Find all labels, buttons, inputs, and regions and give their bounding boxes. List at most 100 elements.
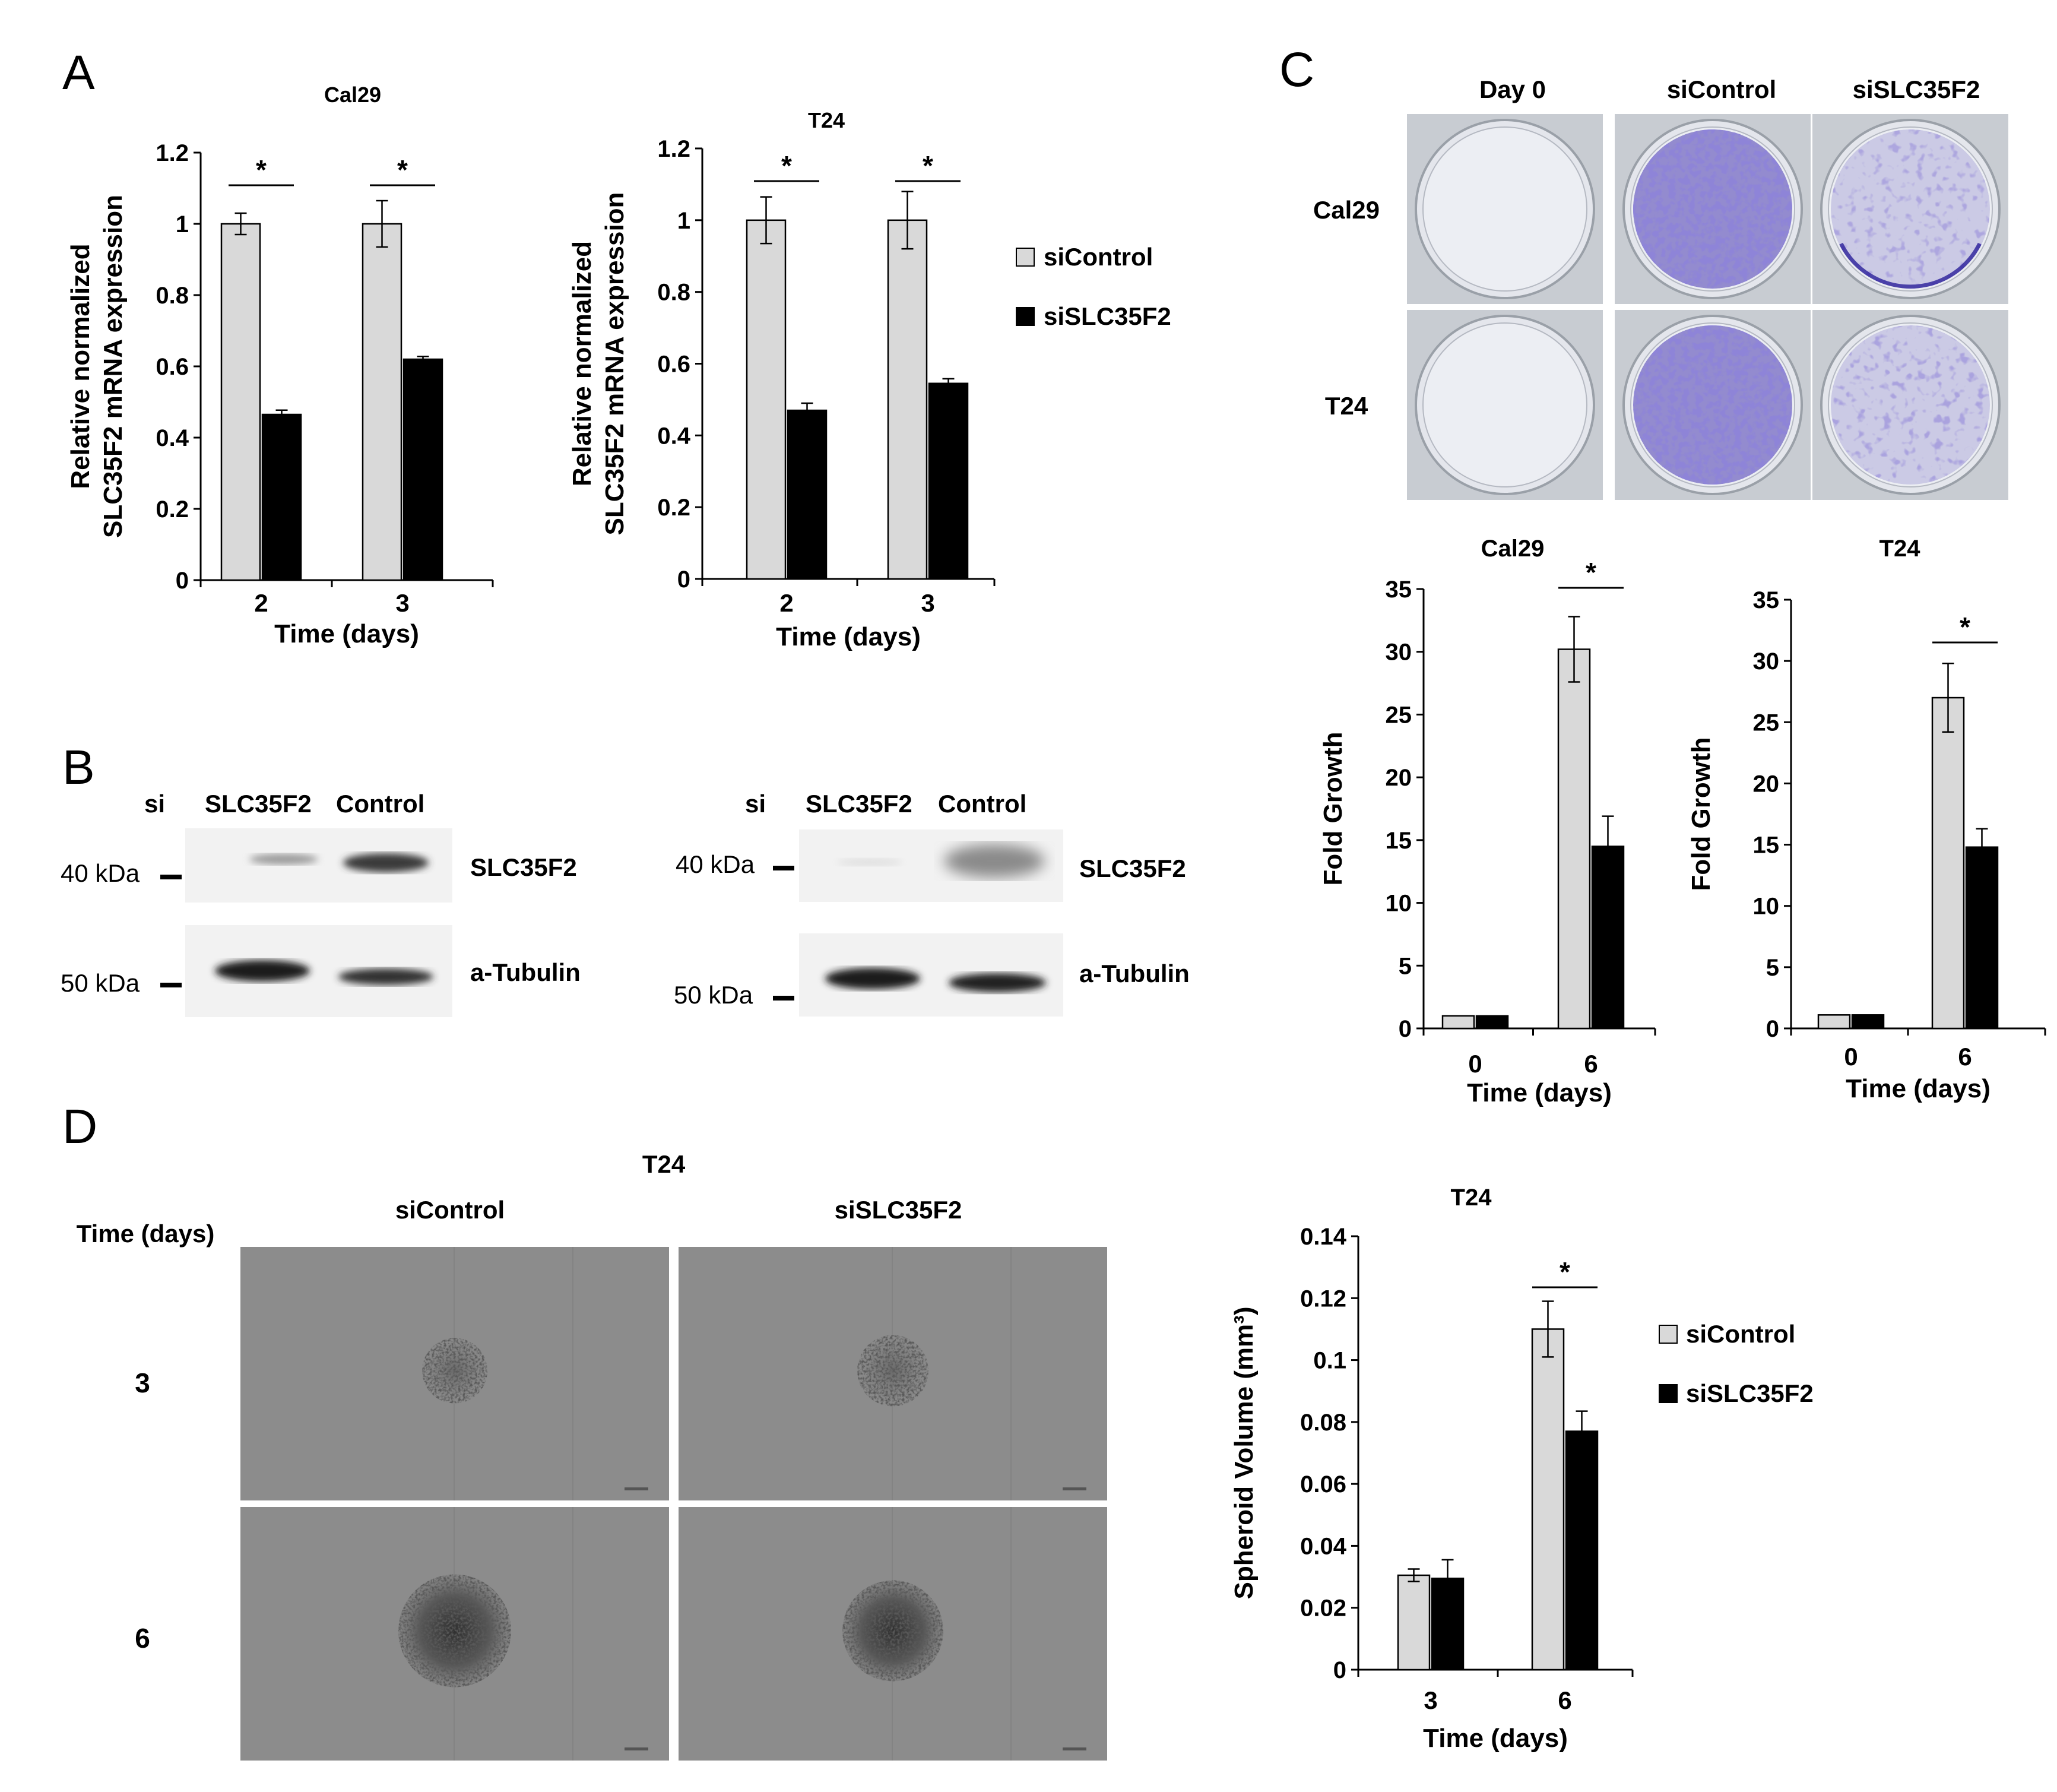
bar-sicontrol (746, 219, 787, 580)
x-tick-label: 6 (1958, 1043, 1972, 1071)
y-tick-label: 0.8 (657, 280, 690, 306)
blot-left-marker1: 40 kDa (61, 859, 140, 887)
colony-assay: Day 0 siControl siSLC35F2 Cal29 T24 (1313, 75, 2008, 500)
significance-star: * (1960, 612, 1970, 642)
y-tick-label: 10 (1753, 894, 1780, 920)
dish-tile-r2-c1 (1407, 310, 1603, 500)
colony-col-header-day0: Day 0 (1479, 75, 1546, 103)
dish-tile-r1-c1 (1407, 114, 1603, 304)
y-tick-label: 0.14 (1300, 1224, 1347, 1250)
spheroid-tile-1 (240, 1247, 669, 1500)
significance-star: * (781, 150, 792, 181)
x-axis-label: Time (days) (274, 619, 419, 648)
chart-title: T24 (808, 108, 845, 132)
scale-bar (625, 1747, 648, 1750)
legend-a-swatch-knockdown (1016, 307, 1035, 326)
bar-sislc35f2 (928, 382, 969, 580)
legend-a-label-control: siControl (1044, 243, 1153, 271)
y-tick-label: 15 (1753, 832, 1780, 859)
x-tick-label: 2 (779, 589, 793, 617)
blot-right-marker1: 40 kDa (676, 850, 755, 878)
y-tick-label: 0.2 (156, 496, 189, 523)
x-axis-label: Time (days) (776, 622, 921, 651)
bar-sislc35f2 (261, 413, 302, 581)
bar-sicontrol (887, 219, 928, 580)
x-axis-label: Time (days) (1423, 1724, 1568, 1753)
bar-sislc35f2 (787, 409, 828, 580)
y-tick-label: 35 (1386, 577, 1412, 603)
y-tick-label: 0.6 (657, 352, 690, 378)
y-axis-label: Fold Growth (1318, 732, 1348, 885)
y-tick-label: 0.1 (1313, 1348, 1346, 1374)
x-axis-label: Time (days) (1467, 1078, 1612, 1107)
significance-star: * (923, 150, 933, 181)
legend-a-label-knockdown: siSLC35F2 (1044, 302, 1171, 330)
y-tick-label: 10 (1386, 891, 1412, 917)
spheroid-grid (240, 1247, 1107, 1761)
y-tick-label: 0 (1333, 1657, 1346, 1683)
legend-d-label-knockdown: siSLC35F2 (1686, 1379, 1814, 1407)
y-axis-label: Fold Growth (1687, 737, 1716, 891)
x-tick-label: 3 (395, 589, 409, 617)
spheroid-tile-4 (679, 1507, 1107, 1761)
blot-right-si-label: si (745, 790, 766, 818)
x-tick-label: 6 (1584, 1050, 1598, 1078)
significance-star: * (1560, 1256, 1570, 1287)
dish-well (1422, 322, 1587, 487)
blot-left-band1-label: SLC35F2 (470, 853, 577, 881)
y-tick-label: 30 (1386, 639, 1412, 666)
legend-d-swatch-knockdown (1659, 1384, 1678, 1403)
scale-bar (625, 1487, 648, 1490)
blot-right-lane2-label: Control (938, 790, 1026, 818)
legend-d-label-control: siControl (1686, 1320, 1795, 1348)
stain-texture (1633, 325, 1792, 485)
y-tick-label: 20 (1753, 771, 1780, 797)
blot-left-marker1-tick (160, 875, 182, 879)
blot-left-band2-label: a-Tubulin (470, 958, 581, 986)
bar-sicontrol (1817, 1014, 1851, 1030)
blot-right-marker2: 50 kDa (674, 981, 753, 1009)
blot-right-tubulin-ctrl (949, 973, 1046, 992)
y-tick-label: 1.2 (657, 136, 690, 162)
stain-texture (1831, 325, 1990, 485)
panel-letter-b: B (62, 740, 95, 794)
significance-star: * (397, 154, 408, 185)
panel-letter-a: A (62, 46, 95, 100)
y-tick-label: 0 (176, 568, 189, 594)
spheroid-tile-2 (679, 1247, 1107, 1500)
y-tick-label: 35 (1753, 587, 1780, 613)
western-blot-left: si SLC35F2 Control 40 kDa 50 kDa SLC35F2… (61, 790, 581, 1017)
stain-texture (1633, 129, 1792, 289)
blot-left-lane1-label: SLC35F2 (205, 790, 312, 818)
blot-right-marker2-tick (773, 996, 794, 1001)
spheroid-row-header: Time (days) (77, 1220, 215, 1248)
y-tick-label: 0.2 (657, 495, 690, 521)
blot-right-band-kd (837, 859, 902, 866)
y-tick-label: 1 (176, 211, 189, 238)
spheroid-row-label-3: 3 (135, 1367, 150, 1398)
dish-tile-r2-c2 (1615, 310, 1811, 500)
crystal-violet-stain (1831, 129, 1990, 289)
colony-col-header-sislc35f2: siSLC35F2 (1853, 75, 1980, 103)
bar-sicontrol (1931, 696, 1965, 1030)
bar-sislc35f2 (1565, 1430, 1599, 1671)
spheroid-texture (842, 1580, 943, 1682)
colony-dish-grid (1407, 114, 2008, 500)
significance-star: * (256, 154, 267, 185)
chart-d-t24: T24 0 0.02 0.04 0.06 0.08 0.1 0.12 0.14 3 6 Time (d… (1229, 1185, 1634, 1753)
legend-a: siControl siSLC35F2 (1016, 243, 1171, 330)
y-tick-label: 0.8 (156, 283, 189, 309)
colony-row-label-cal29: Cal29 (1313, 196, 1380, 224)
blot-left-marker2-tick (160, 983, 182, 987)
y-tick-label: 0.6 (156, 354, 189, 380)
bar-sicontrol (1557, 648, 1591, 1030)
blot-left-tubulin-kd (215, 960, 310, 982)
y-axis-label: Spheroid Volume (mm³) (1229, 1307, 1259, 1600)
blot-right-marker1-tick (773, 866, 794, 870)
blot-left-marker2: 50 kDa (61, 969, 140, 997)
scale-bar (1063, 1747, 1086, 1750)
scale-bar (1063, 1487, 1086, 1490)
